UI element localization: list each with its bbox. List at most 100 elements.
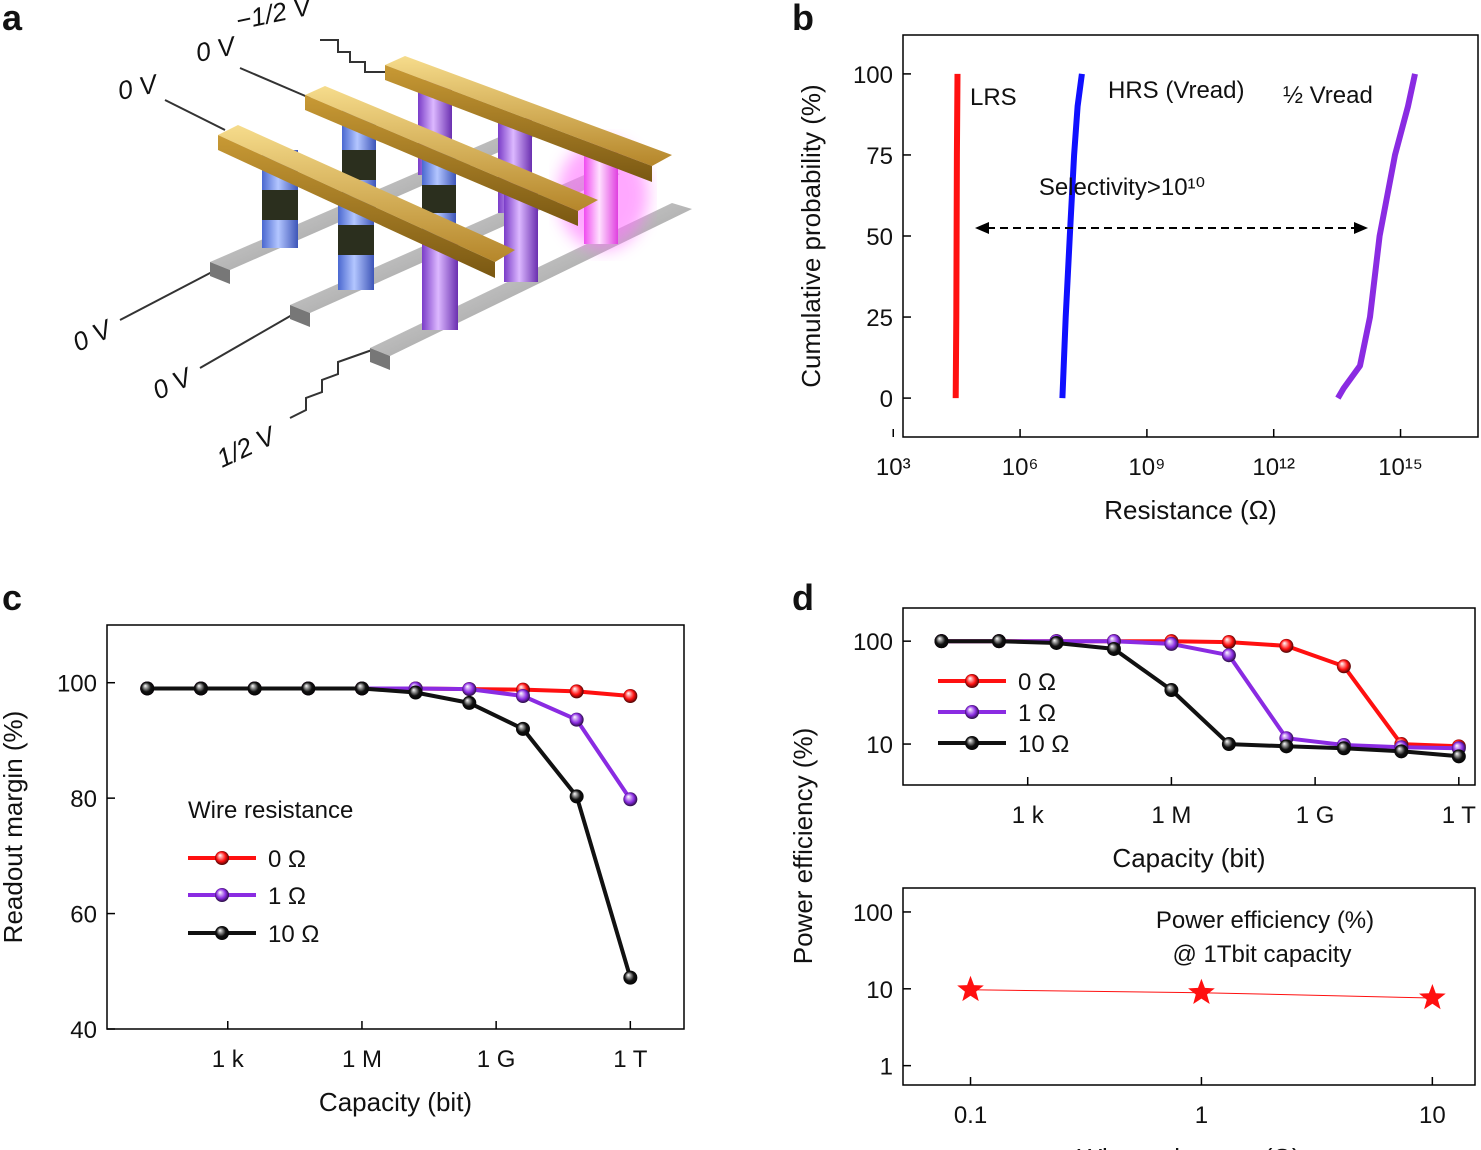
voltage-label: 1/2 V [212,419,282,473]
gold-bar [218,135,495,278]
series-label: LRS [970,84,1017,111]
legend-label: 1 Ω [1018,700,1056,727]
legend-marker [215,926,229,940]
x-tick-label: 1 G [1296,802,1335,829]
series-line [147,686,632,801]
marker [408,685,423,700]
marker [623,792,638,807]
legend-label: 0 Ω [1018,669,1056,696]
selector-layer [262,190,298,220]
marker [462,695,477,710]
y-tick-label: 40 [70,1017,97,1044]
y-tick-label: 10 [866,977,893,1004]
legend-label: 0 Ω [268,846,306,873]
top-electrodes [218,56,672,278]
marker [515,721,530,736]
gold-bar [305,95,578,226]
y-tick-label: 0 [880,386,893,413]
marker [957,975,984,1002]
marker [1221,737,1236,752]
voltage-label: −1/2 V [233,0,316,36]
wire [199,314,293,369]
crossbar-illustration: −1/2 V 0 V 0 V 0 V 0 V 1/2 V [68,0,692,473]
legend-marker [965,705,979,719]
panel-label: a [2,0,23,38]
marker [140,681,155,696]
gold-bar [218,125,515,262]
legend-label: 10 Ω [1018,731,1069,758]
x-tick-label: 1 k [1012,802,1045,829]
marker [623,688,638,703]
arrow-head [1354,222,1368,234]
y-tick-label: 100 [57,671,97,698]
marker [1336,741,1351,756]
x-tick-label: 10³ [876,454,911,481]
plot-frame [106,624,685,1030]
series-line [941,639,1459,759]
wires [119,39,385,419]
marker [354,681,369,696]
y-axis-label: Readout margin (%) [0,711,28,944]
marker [1279,739,1294,754]
marker [193,681,208,696]
plot-frame [902,887,1476,1086]
marker [1419,984,1446,1010]
panel-label: d [792,577,814,618]
wire [119,271,213,321]
gold-bar [385,65,652,182]
y-tick-label: 50 [866,224,893,251]
wire [239,67,311,99]
marker [301,681,316,696]
x-tick-label: 10¹⁵ [1378,454,1423,481]
y-tick-label: 100 [853,629,893,656]
annotation: Selectivity>10¹⁰ [1039,174,1205,201]
marker [462,682,477,697]
pulse-wire [289,349,373,419]
series-label: HRS (Vread) [1108,77,1244,104]
x-axis-label: Resistance (Ω) [1104,495,1277,525]
x-tick-label: 1 M [342,1046,382,1073]
y-tick-label: 100 [853,900,893,927]
marker [1164,636,1179,651]
annotation: @ 1Tbit capacity [1172,941,1351,968]
marker [623,970,638,985]
x-tick-label: 1 T [613,1046,648,1073]
marker [991,634,1006,649]
arrow-head [975,222,989,234]
panel-label: b [792,0,814,38]
legend-marker [215,888,229,902]
x-tick-label: 10⁶ [1002,454,1039,481]
silver-bar [290,305,310,327]
marker [515,688,530,703]
y-axis-label: Power efficiency (%) [788,728,818,965]
marker [1221,635,1236,650]
x-tick-label: 10 [1419,1102,1446,1129]
y-axis-label: Cumulative probability (%) [796,84,826,387]
y-tick-label: 10 [866,732,893,759]
y-tick-label: 25 [866,305,893,332]
x-tick-label: 1 T [1442,802,1477,829]
y-tick-label: 80 [70,786,97,813]
legend-title: Wire resistance [188,797,353,824]
marker [1106,641,1121,656]
x-axis-label: Wire resistance (Ω) [1077,1143,1300,1150]
series-line [1335,73,1418,400]
gold-bar [305,86,598,211]
plot-frame [902,607,1476,786]
legend-marker [965,736,979,750]
x-tick-label: 1 k [212,1046,245,1073]
legend-label: 1 Ω [268,883,306,910]
marker [934,634,949,649]
gold-bar [385,56,672,166]
silver-bar [370,348,390,370]
selector-layer [422,185,456,213]
y-tick-label: 1 [880,1054,893,1081]
silver-bar [210,262,230,284]
x-tick-label: 1 [1195,1102,1208,1129]
x-tick-label: 10¹² [1252,454,1295,481]
marker [569,684,584,699]
series-line [1059,73,1085,399]
marker [569,712,584,727]
